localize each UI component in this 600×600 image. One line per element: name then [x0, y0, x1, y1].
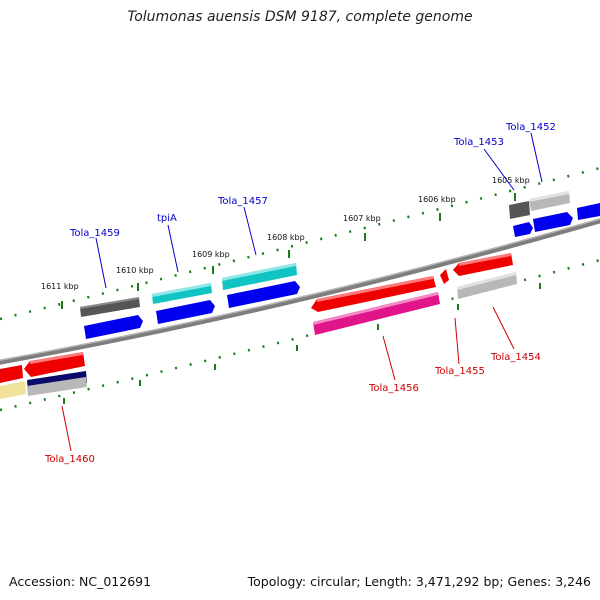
accession-label: Accession: NC_012691 — [9, 574, 152, 589]
gene-left-gray[interactable] — [27, 377, 87, 396]
cds-tola-1452[interactable] — [533, 212, 573, 232]
gene-tola-1459-top — [80, 297, 139, 309]
leader-tola-1456 — [382, 335, 396, 381]
label-tola-1459[interactable]: Tola_1459 — [69, 228, 120, 239]
leader-tpia — [167, 224, 179, 273]
backbone-ring — [0, 218, 600, 365]
label-tola-1454[interactable]: Tola_1454 — [490, 352, 541, 363]
leader-tola-1455 — [454, 317, 460, 365]
leader-tola-1459 — [95, 237, 107, 289]
major-ticks — [61, 193, 541, 404]
cds-tpia[interactable] — [156, 300, 215, 324]
gene-tola-1452[interactable] — [529, 191, 570, 211]
cds-tola-1456[interactable] — [313, 292, 440, 335]
gene-tola-1457[interactable] — [222, 263, 297, 290]
scale-label: 1608 kbp — [267, 233, 305, 242]
scale-label: 1606 kbp — [418, 195, 456, 204]
label-tola-1453[interactable]: Tola_1453 — [453, 137, 504, 148]
gene-tola-1454-top — [459, 253, 511, 266]
scale-label: 1607 kbp — [343, 214, 381, 223]
cds-tola-1453[interactable] — [513, 222, 533, 237]
label-tola-1457[interactable]: Tola_1457 — [217, 196, 268, 207]
leader-tola-1454 — [492, 306, 515, 350]
leader-tola-1452 — [530, 132, 543, 183]
gene-tola-1452-top — [529, 191, 569, 202]
gene-tola-1460-top — [30, 352, 83, 364]
label-tola-1456[interactable]: Tola_1456 — [368, 383, 419, 394]
label-tola-1460[interactable]: Tola_1460 — [44, 454, 95, 465]
label-tola-1452[interactable]: Tola_1452 — [505, 122, 556, 133]
gene-left-khaki[interactable] — [0, 381, 26, 399]
leader-tola-1460 — [61, 405, 72, 452]
cds-tola-1459[interactable] — [84, 315, 143, 339]
gene-tola-1457-top — [222, 263, 296, 281]
cds-tola-1456-top — [313, 292, 438, 325]
cds-tola-1454[interactable] — [457, 272, 517, 299]
cds-next[interactable] — [577, 203, 600, 220]
map-title: Tolumonas auensis DSM 9187, complete gen… — [127, 9, 473, 25]
gene-tola-1455[interactable] — [440, 269, 449, 284]
gene-tola-1460[interactable] — [24, 352, 85, 377]
leader-tola-1457 — [243, 206, 257, 256]
cds-tola-1457[interactable] — [227, 281, 300, 308]
gene-tpia-top — [152, 283, 211, 297]
backbone-ring-highlight — [0, 218, 600, 361]
gene-left-red-a[interactable] — [0, 365, 23, 383]
gene-tola-1453[interactable] — [509, 201, 530, 219]
leader-tola-1453 — [483, 148, 515, 191]
scale-label: 1611 kbp — [41, 282, 79, 291]
gene-tola-1454[interactable] — [453, 253, 513, 276]
scale-label: 1610 kbp — [116, 266, 154, 275]
gene-tola-1459[interactable] — [80, 297, 140, 317]
summary-label: Topology: circular; Length: 3,471,292 bp… — [247, 574, 591, 589]
cds-tola-1454-top — [457, 272, 516, 290]
label-tpia[interactable]: tpiA — [157, 213, 177, 224]
scale-label: 1605 kbp — [492, 176, 530, 185]
gene-tola-1456[interactable] — [311, 276, 436, 312]
label-tola-1455[interactable]: Tola_1455 — [434, 366, 485, 377]
scale-label: 1609 kbp — [192, 250, 230, 259]
gene-tola-1456-top — [317, 276, 433, 302]
